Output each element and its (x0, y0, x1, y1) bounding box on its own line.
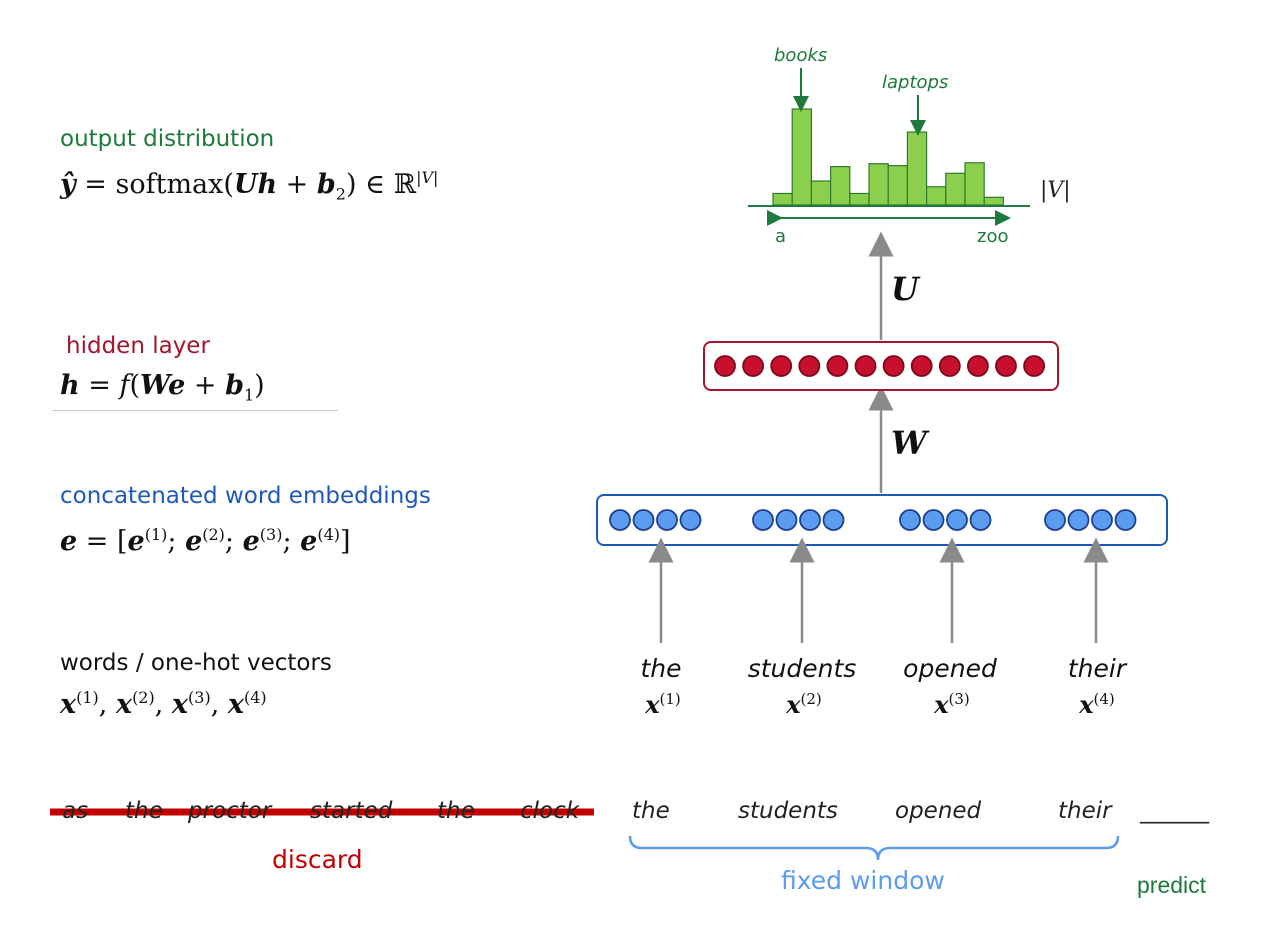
x2-vector: x(2) (786, 690, 822, 719)
prediction-blank: ______ (1140, 798, 1209, 824)
embedding-unit (752, 509, 774, 531)
hidden-unit (1023, 355, 1045, 377)
axis-end-label: zoo (977, 226, 1009, 247)
words-equation: x(1), x(2), x(3), x(4) (60, 688, 267, 720)
books-annotation: books (774, 45, 828, 66)
hidden-unit (854, 355, 877, 377)
discarded-word-6: clock (520, 798, 580, 824)
histogram-bar (772, 192, 793, 206)
context-window-word-4: their (1058, 798, 1112, 824)
x3-vector: x(3) (934, 690, 970, 719)
histogram-bar (791, 108, 813, 206)
hidden-unit (995, 355, 1017, 377)
embedding-unit (922, 509, 945, 531)
discarded-word-1: as (62, 798, 89, 824)
embeddings-label: concatenated word embeddings (60, 483, 431, 509)
output-distribution-label: output distribution (60, 126, 275, 152)
histogram-bar (810, 180, 832, 206)
embedding-unit (632, 509, 655, 531)
histogram-bar (868, 163, 889, 206)
embedding-unit (946, 509, 968, 531)
hidden-unit (938, 355, 961, 377)
embedding-unit (899, 509, 921, 531)
embedding-unit (799, 509, 821, 531)
output-equation: ŷ = softmax(Uh + b2) ∈ ℝ|V| (60, 168, 439, 204)
words-label: words / one-hot vectors (60, 650, 332, 676)
hidden-equation-underline (52, 410, 338, 411)
embedding-unit (679, 509, 702, 531)
hidden-unit (967, 355, 989, 377)
histogram-bar (829, 166, 851, 206)
context-window-word-1: the (632, 798, 670, 824)
embedding-unit (656, 509, 678, 531)
embedding-unit (609, 509, 631, 531)
embedding-unit (969, 509, 992, 531)
hidden-layer-label: hidden layer (66, 333, 210, 359)
discarded-word-2: the (125, 798, 163, 824)
embeddings-equation: e = [e(1); e(2); e(3); e(4)] (60, 525, 351, 557)
discarded-word-4: started (310, 798, 393, 824)
hidden-unit (742, 355, 764, 377)
hidden-unit (770, 355, 793, 377)
histogram-bar (983, 196, 1005, 206)
embedding-unit (822, 509, 845, 531)
vocab-size-label: |V| (1040, 178, 1071, 203)
discard-label: discard (272, 845, 363, 874)
x1-vector: x(1) (645, 690, 681, 719)
histogram-bar (964, 162, 985, 206)
discarded-word-5: the (437, 798, 475, 824)
context-window-word-3: opened (895, 798, 982, 824)
window-word-4: their (1067, 654, 1127, 683)
embedding-units (609, 509, 1137, 531)
weight-u-label: U (891, 270, 919, 308)
embedding-unit (1044, 509, 1066, 531)
embedding-unit (1114, 509, 1137, 531)
window-word-2: students (747, 654, 857, 683)
hidden-unit (826, 355, 849, 377)
hidden-equation: h = f(We + b1) (60, 370, 265, 405)
window-brace (628, 835, 1120, 861)
hidden-units (714, 355, 1045, 377)
hidden-unit (910, 355, 933, 377)
window-word-3: opened (903, 654, 997, 683)
predict-label: predict (1137, 872, 1207, 898)
hidden-unit (882, 355, 905, 377)
hidden-unit (714, 355, 736, 377)
histogram-bar (925, 186, 947, 206)
laptops-annotation: laptops (882, 72, 949, 93)
fixed-window-label: fixed window (781, 866, 945, 895)
embedding-unit (775, 509, 798, 531)
axis-start-label: a (775, 226, 787, 247)
embedding-unit (1067, 509, 1090, 531)
histogram-bar (906, 131, 928, 206)
weight-w-label: W (891, 424, 927, 462)
histogram-bar (945, 172, 966, 206)
discarded-word-3: proctor (188, 798, 272, 824)
hidden-layer-box (703, 341, 1059, 391)
histogram-bar (887, 165, 909, 206)
hidden-unit (798, 355, 821, 377)
x4-vector: x(4) (1079, 690, 1115, 719)
context-window-word-2: students (738, 798, 838, 824)
histogram-bar (849, 192, 870, 206)
window-word-1: the (640, 654, 682, 683)
embedding-unit (1091, 509, 1113, 531)
histogram-bars (772, 108, 1005, 206)
embedding-box (596, 494, 1168, 546)
